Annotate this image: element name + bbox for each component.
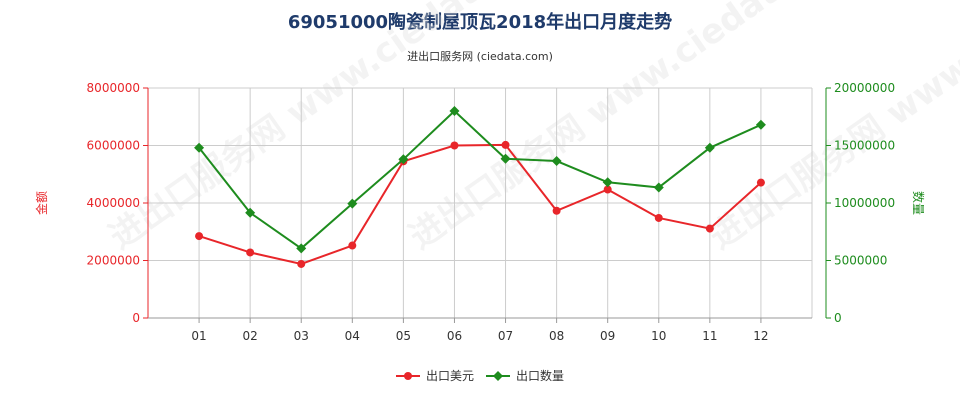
data-point-series-1 <box>603 185 612 194</box>
y-left-tick-label: 2000000 <box>87 254 140 268</box>
data-point-series-2 <box>500 153 511 164</box>
x-tick-label: 09 <box>600 329 615 343</box>
series-layer <box>194 106 766 268</box>
data-point-series-1 <box>705 224 714 233</box>
data-point-series-1 <box>756 178 765 187</box>
legend-marker <box>404 372 412 380</box>
x-tick-label: 03 <box>294 329 309 343</box>
y-left-tick-label: 0 <box>132 311 140 325</box>
watermark-layer: 进出口服务网 www.ciedata.com 进出口服务网 www.ciedata… <box>102 0 960 257</box>
x-tick-label: 01 <box>191 329 206 343</box>
axes: 0200000040000006000000800000005000000100… <box>34 81 926 343</box>
legend-label: 出口美元 <box>426 369 474 383</box>
watermark-text: 进出口服务网 www.ciedata.com <box>702 0 960 257</box>
y-right-tick-label: 15000000 <box>834 139 895 153</box>
x-tick-label: 12 <box>753 329 768 343</box>
y-right-tick-label: 20000000 <box>834 81 895 95</box>
x-tick-label: 05 <box>396 329 411 343</box>
data-point-series-1 <box>195 232 204 241</box>
data-point-series-2 <box>704 142 715 153</box>
y-left-tick-label: 6000000 <box>87 139 140 153</box>
x-tick-label: 06 <box>447 329 462 343</box>
data-point-series-2 <box>449 106 460 116</box>
y-left-tick-label: 8000000 <box>87 81 140 95</box>
x-tick-label: 11 <box>702 329 717 343</box>
legend[interactable]: 出口美元 出口数量 <box>396 368 564 383</box>
watermark-text: 进出口服务网 www.ciedata.com <box>102 0 579 257</box>
series-line-2 <box>198 109 762 250</box>
data-point-series-2 <box>398 154 409 165</box>
data-point-series-1 <box>654 213 663 222</box>
chart-title: 69051000陶瓷制屋顶瓦2018年出口月度走势 <box>287 12 673 33</box>
y-right-axis-title: 数量 <box>911 191 926 215</box>
x-tick-label: 02 <box>243 329 258 343</box>
y-left-axis-title: 金额 <box>34 191 49 215</box>
legend-item-2[interactable]: 出口数量 <box>486 368 564 383</box>
data-point-series-1 <box>348 241 357 250</box>
x-tick-label: 10 <box>651 329 666 343</box>
data-point-series-2 <box>245 207 256 218</box>
data-point-series-1 <box>297 259 306 268</box>
x-tick-label: 08 <box>549 329 564 343</box>
y-right-tick-label: 5000000 <box>834 254 887 268</box>
data-point-series-2 <box>653 182 664 193</box>
data-point-series-2 <box>296 243 307 254</box>
data-point-series-1 <box>246 248 255 257</box>
x-tick-label: 04 <box>345 329 360 343</box>
data-point-series-1 <box>450 141 459 150</box>
y-right-tick-label: 10000000 <box>834 196 895 210</box>
data-point-series-1 <box>552 206 561 215</box>
data-point-series-2 <box>602 177 613 188</box>
data-point-series-2 <box>194 142 205 153</box>
chart-subtitle: 进出口服务网 (ciedata.com) <box>407 50 553 63</box>
y-left-tick-label: 4000000 <box>87 196 140 210</box>
legend-label: 出口数量 <box>516 368 564 383</box>
data-point-series-2 <box>551 156 562 167</box>
data-point-series-2 <box>347 198 358 209</box>
x-tick-label: 07 <box>498 329 513 343</box>
series-line-1 <box>198 143 762 265</box>
data-point-series-1 <box>501 140 510 149</box>
legend-marker <box>493 371 503 381</box>
legend-item-1[interactable]: 出口美元 <box>396 369 474 383</box>
data-point-series-2 <box>755 119 766 130</box>
y-right-tick-label: 0 <box>834 311 842 325</box>
